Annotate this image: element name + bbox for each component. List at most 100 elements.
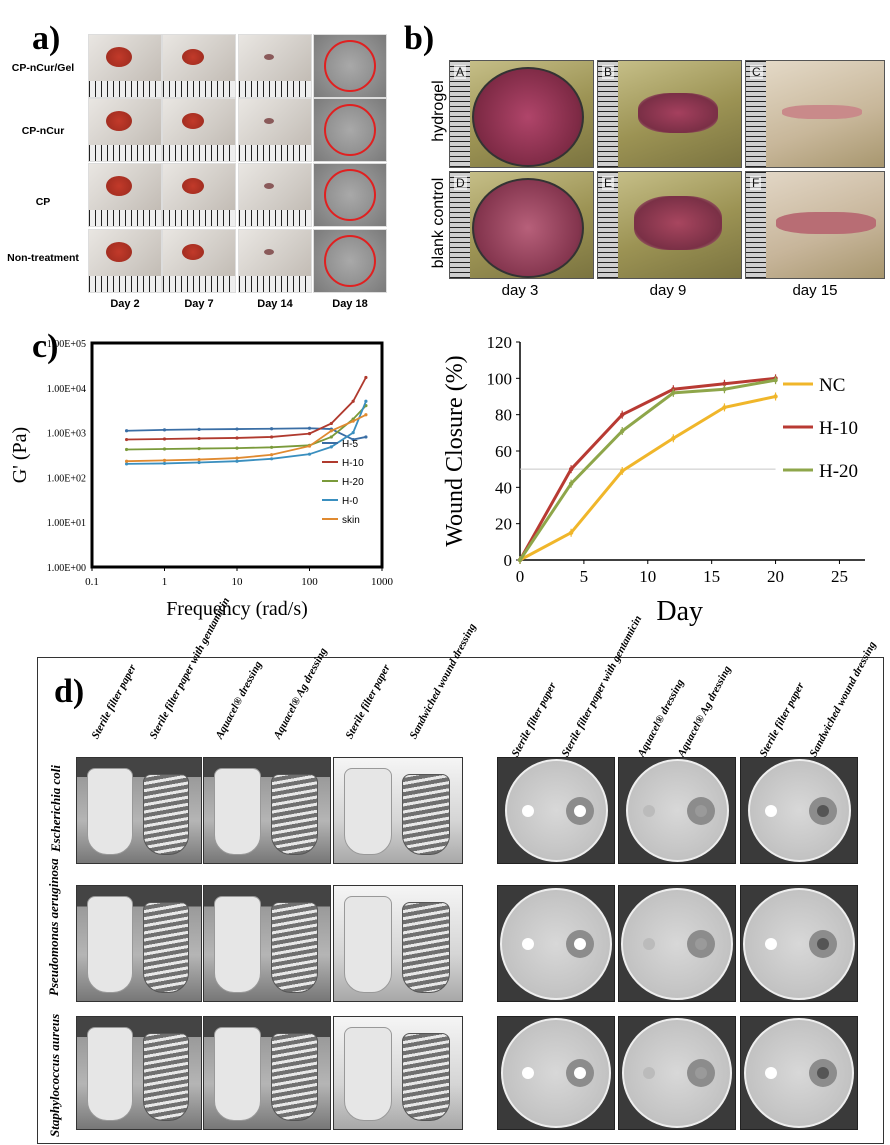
x-axis-label: Day <box>656 596 703 627</box>
y-tick-label: 1.00E+02 <box>47 473 86 484</box>
data-point <box>235 446 239 450</box>
data-point <box>329 429 333 433</box>
panel-b-day-label: day 3 <box>501 282 539 299</box>
photo-letter: A <box>454 65 467 79</box>
wound-photo <box>162 98 236 162</box>
wound-photo <box>162 229 236 293</box>
data-point <box>722 387 727 392</box>
agar-plate-photo <box>497 1016 615 1130</box>
tube-photo <box>76 885 202 1002</box>
panel-b-day-label: day 15 <box>792 282 838 299</box>
tube-photo <box>203 757 331 864</box>
series-line-h-10 <box>518 376 776 561</box>
y-tick-label: 60 <box>495 442 512 461</box>
photo-letter: C <box>750 65 763 79</box>
data-point <box>351 419 355 423</box>
panel-a-day-label: Day 7 <box>184 298 214 310</box>
data-point <box>124 462 129 466</box>
legend-label: H-20 <box>342 477 364 488</box>
data-point <box>197 436 201 441</box>
panel-label-c: c) <box>32 328 59 365</box>
legend-label: skin <box>342 515 360 526</box>
y-tick-label: 100 <box>487 369 513 388</box>
data-point <box>620 428 625 434</box>
data-point <box>197 460 201 465</box>
data-point <box>671 436 676 441</box>
photo-letter: D <box>454 176 467 190</box>
wound-photo <box>313 34 387 98</box>
data-point <box>235 436 239 440</box>
data-point <box>722 405 727 410</box>
tube-photo <box>203 885 331 1002</box>
data-point <box>269 453 274 457</box>
panel-label-a: a) <box>32 20 61 57</box>
tube-photo <box>76 757 202 864</box>
wound-photo: F <box>745 171 885 279</box>
x-axis-label: Frequency (rad/s) <box>166 598 308 620</box>
data-point <box>269 445 274 449</box>
data-point <box>517 557 523 563</box>
tube-photo <box>333 885 463 1002</box>
y-tick-label: 0 <box>504 551 513 570</box>
wound-photo <box>88 98 162 162</box>
data-point <box>269 457 274 461</box>
y-tick-label: 80 <box>495 406 512 425</box>
organism-label: Escherichia coli <box>48 764 63 852</box>
data-point <box>307 452 312 456</box>
data-point <box>235 459 239 463</box>
wound-photo: A <box>449 60 594 168</box>
legend-label: H-5 <box>342 439 359 450</box>
organism-label: Pseudomonas aeruginosa <box>46 858 61 996</box>
wound-photo <box>162 34 236 98</box>
data-point <box>351 399 355 403</box>
data-point <box>197 457 201 462</box>
legend-label: NC <box>819 375 845 396</box>
y-tick-label: 1.00E+04 <box>47 384 86 395</box>
wound-photo <box>238 98 312 162</box>
data-point <box>269 427 274 431</box>
agar-plate-photo <box>618 1016 736 1130</box>
wound-photo <box>238 229 312 293</box>
wound-photo <box>238 34 312 98</box>
panel-a-row-label: CP <box>35 196 51 208</box>
wound-photo <box>313 98 387 162</box>
data-point <box>307 431 312 436</box>
panel-a-row-label: CP-nCur <box>21 125 65 137</box>
x-tick-label: 100 <box>301 576 318 588</box>
wound-photo: D <box>449 171 594 279</box>
data-point <box>162 461 167 466</box>
panel-a-day-label: Day 14 <box>257 298 293 310</box>
data-point <box>364 435 368 439</box>
panel-b-row-label: blank control <box>430 177 447 269</box>
storage-modulus-chart: 0.1 1 10 100 1000 1.00E+00 1.00E+01 1.00E+02 1.0… <box>9 339 394 620</box>
wound-photo: E <box>597 171 742 279</box>
data-point <box>162 428 167 432</box>
wound-photo <box>162 163 236 227</box>
panel-b-row-label: hydrogel <box>430 80 447 142</box>
panel-a-day-label: Day 18 <box>332 298 368 310</box>
data-point <box>568 481 574 486</box>
panel-b-day-label: day 9 <box>649 282 687 299</box>
series-line-h-20 <box>518 378 776 561</box>
photo-letter: B <box>602 65 615 79</box>
data-point <box>235 427 239 431</box>
data-point <box>307 444 312 448</box>
data-point <box>329 435 333 439</box>
legend-label: H-10 <box>819 418 858 439</box>
y-tick-label: 1.00E+00 <box>47 563 86 574</box>
tube-photo <box>76 1016 202 1130</box>
plot-frame <box>90 341 384 569</box>
agar-plate-photo <box>618 757 736 864</box>
panel-a-day-label: Day 2 <box>110 298 140 310</box>
y-tick-label: 1.00E+01 <box>47 518 86 529</box>
photo-letter: F <box>750 176 762 190</box>
y-tick-label: 1.00E+05 <box>47 339 86 350</box>
x-tick-label: 5 <box>580 567 589 586</box>
y-tick-label: 20 <box>495 515 512 534</box>
x-tick-label: 1000 <box>371 576 394 588</box>
y-axis-label: Wound Closure (%) <box>442 355 468 546</box>
x-tick-label: 15 <box>703 567 720 586</box>
data-point <box>620 412 625 417</box>
panel-label-b: b) <box>404 20 435 57</box>
wound-photo <box>88 34 162 98</box>
